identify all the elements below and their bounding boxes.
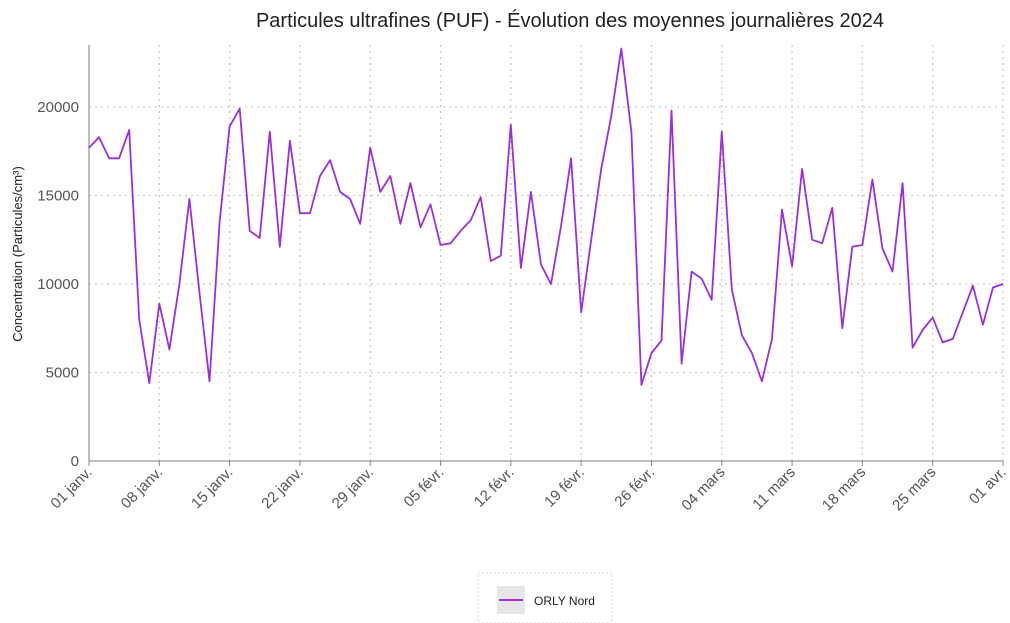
x-tick-label: 01 janv. — [47, 464, 95, 512]
y-axis-label: Concentration (Particules/cm³) — [10, 166, 25, 342]
x-tick-label: 12 févr. — [471, 464, 518, 511]
y-tick-label: 0 — [71, 453, 79, 470]
x-tick-label: 08 janv. — [118, 464, 166, 512]
x-tick-label: 05 févr. — [401, 464, 448, 511]
x-axis-ticks: 01 janv. 08 janv. 15 janv. 22 janv. 29 janv.… — [47, 461, 1010, 514]
y-tick-label: 15000 — [37, 187, 79, 204]
series-line-orly-nord — [88, 47, 1004, 386]
x-tick-label: 18 mars — [819, 464, 869, 514]
series-layer — [88, 47, 1004, 386]
x-tick-label: 25 mars — [889, 464, 939, 514]
y-tick-label: 20000 — [37, 99, 79, 116]
x-tick-label: 22 janv. — [258, 464, 306, 512]
x-tick-label: 19 févr. — [541, 464, 588, 511]
y-axis-ticks: 0 5000 10000 15000 20000 — [37, 99, 79, 470]
x-tick-label: 29 janv. — [329, 464, 377, 512]
x-tick-label: 15 janv. — [188, 464, 236, 512]
y-tick-label: 10000 — [37, 276, 79, 293]
legend-label: ORLY Nord — [534, 594, 595, 608]
y-tick-label: 5000 — [46, 364, 79, 381]
chart-title: Particules ultrafines (PUF) - Évolution … — [256, 9, 884, 32]
gridlines — [89, 45, 1004, 461]
legend[interactable]: ORLY Nord — [477, 572, 613, 623]
x-tick-label: 01 avr. — [966, 464, 1010, 508]
x-tick-label: 11 mars — [749, 464, 799, 514]
axes — [88, 45, 1003, 462]
x-tick-label: 26 févr. — [611, 464, 658, 511]
x-tick-label: 04 mars — [678, 464, 728, 514]
